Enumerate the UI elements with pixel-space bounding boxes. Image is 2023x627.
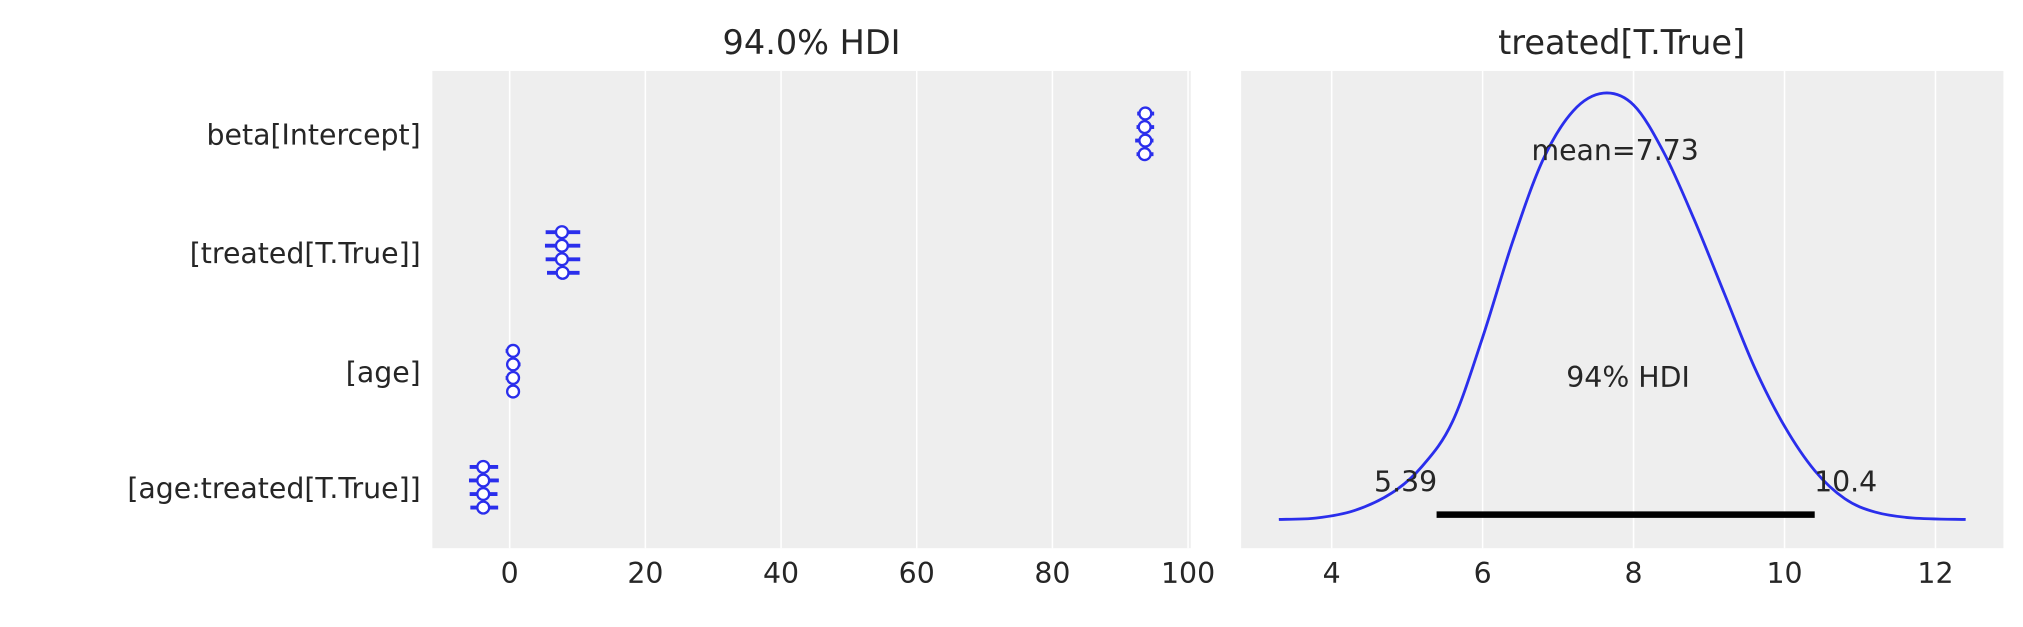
hdi-high-label: 10.4	[1814, 465, 1877, 498]
chain-mean-point	[505, 384, 521, 399]
chain-mean-point	[476, 473, 491, 488]
x-tick-label: 60	[899, 557, 935, 590]
kde-curve	[1278, 91, 1966, 521]
x-tick-label: 0	[501, 557, 519, 590]
x-tick-label: 10	[1766, 557, 1802, 590]
x-tick-label: 20	[627, 557, 663, 590]
forest-plot-area	[432, 70, 1191, 549]
chain-mean-point	[1138, 106, 1153, 121]
chain-mean-point	[476, 486, 491, 502]
x-tick-label: 6	[1474, 557, 1492, 590]
forest-gridlines	[508, 70, 1189, 549]
y-tick-label: beta[Intercept]	[207, 118, 421, 151]
posterior-gridlines	[1330, 70, 1937, 549]
hdi-label: 94% HDI	[1566, 361, 1690, 394]
chain-mean-point	[1137, 119, 1152, 135]
y-tick-label: [treated[T.True]]	[190, 237, 421, 270]
forest-x-ticks: 0 20 40 60 80 100	[501, 557, 1215, 590]
chain-mean-point	[476, 459, 491, 475]
hdi-low-label: 5.39	[1374, 465, 1437, 498]
mean-label: mean=7.73	[1531, 134, 1698, 167]
chain-mean-point	[554, 225, 570, 240]
chain-mean-point	[555, 265, 570, 280]
posterior-title: treated[T.True]	[1498, 23, 1745, 62]
x-tick-label: 4	[1323, 557, 1341, 590]
forest-marks	[468, 106, 1155, 515]
posterior-plot-area	[1241, 70, 2004, 549]
chain-mean-point	[1138, 133, 1153, 148]
y-tick-label: [age:treated[T.True]]	[127, 472, 420, 505]
y-tick-label: [age]	[346, 356, 421, 389]
forest-title: 94.0% HDI	[723, 23, 901, 62]
posterior-x-ticks: 4 6 8 10 12	[1323, 557, 1954, 590]
chain-mean-point	[505, 343, 521, 358]
chain-mean-point	[1137, 147, 1152, 162]
chain-mean-point	[554, 252, 570, 267]
x-tick-label: 40	[763, 557, 799, 590]
chain-mean-point	[505, 357, 521, 372]
x-tick-label: 8	[1625, 557, 1643, 590]
forest-y-labels: beta[Intercept] [treated[T.True]] [age] [ag…	[127, 118, 420, 504]
chain-mean-point	[505, 370, 521, 386]
posterior-panel: 4 6 8 10 12 treated[T.True] mean=7.73 94% HD…	[1241, 23, 2004, 590]
x-tick-label: 80	[1034, 557, 1070, 590]
chain-mean-point	[554, 238, 570, 253]
x-tick-label: 12	[1917, 557, 1953, 590]
x-tick-label: 100	[1161, 557, 1215, 590]
chain-mean-point	[476, 500, 491, 515]
forest-panel: 0 20 40 60 80 100 beta[Intercept] [treated[T.T…	[127, 23, 1215, 590]
